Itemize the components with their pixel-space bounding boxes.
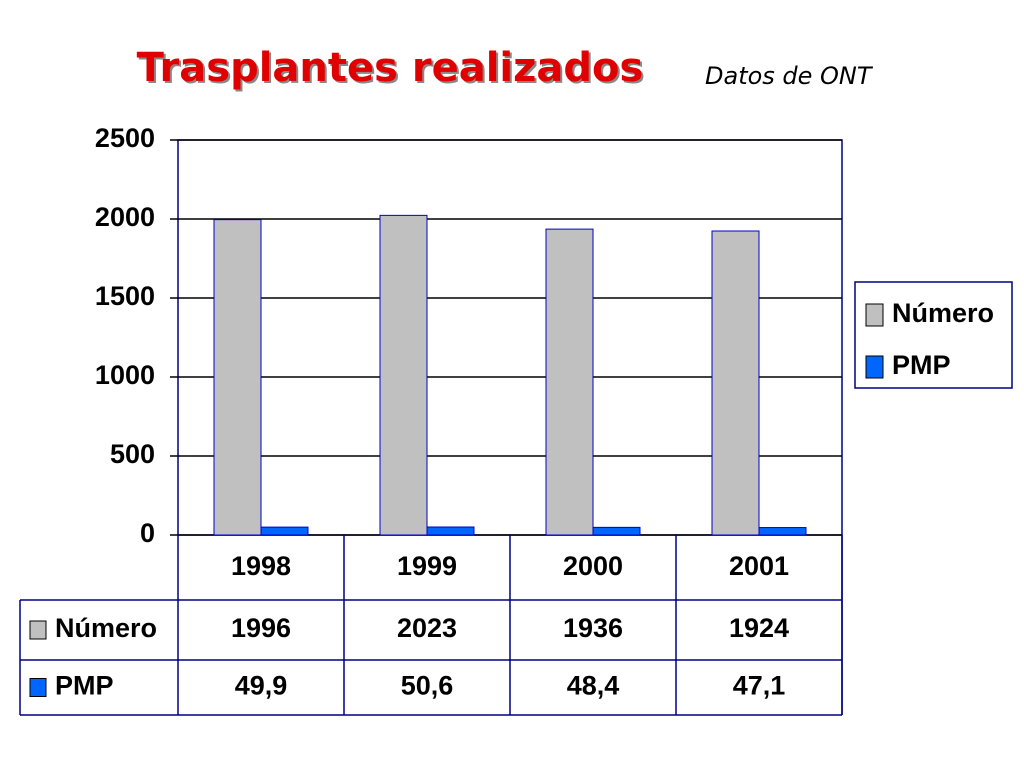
bar [758, 527, 807, 536]
y-tick-label: 500 [110, 439, 155, 469]
table-value: 2023 [397, 613, 457, 643]
table-value: 1936 [563, 613, 623, 643]
x-tick-label: 2000 [563, 551, 623, 581]
bar [545, 228, 594, 536]
legend-key [865, 355, 884, 379]
table-value: 1996 [231, 613, 291, 643]
y-tick-label: 1500 [95, 281, 155, 311]
x-tick-label: 1999 [397, 551, 457, 581]
bar [260, 526, 309, 536]
bar [592, 526, 641, 536]
chart-title: Trasplantes realizados [137, 45, 644, 91]
table-legend-label: PMP [55, 671, 114, 701]
legend-label: PMP [892, 350, 951, 380]
title-shadow: Trasplantes realizados [139, 47, 646, 93]
legend-label: Número [892, 298, 994, 328]
bar [426, 526, 475, 536]
bar [711, 230, 760, 536]
table-value: 50,6 [401, 671, 454, 701]
table-value: 1924 [729, 613, 789, 643]
y-tick-label: 2000 [95, 202, 155, 232]
bar [213, 219, 262, 536]
table-value: 49,9 [235, 671, 288, 701]
x-tick-label: 2001 [729, 551, 789, 581]
x-tick-label: 1998 [231, 551, 291, 581]
y-tick-label: 0 [140, 518, 155, 548]
y-tick-label: 2500 [95, 123, 155, 153]
table-value: 47,1 [733, 671, 786, 701]
table-legend-label: Número [55, 613, 157, 643]
legend-key [865, 303, 884, 327]
table-legend-key [29, 620, 47, 640]
table-value: 48,4 [567, 671, 620, 701]
table-legend-key [29, 678, 47, 697]
chart-subtitle: Datos de ONT [705, 62, 874, 90]
y-tick-label: 1000 [95, 360, 155, 390]
bar [379, 214, 428, 536]
